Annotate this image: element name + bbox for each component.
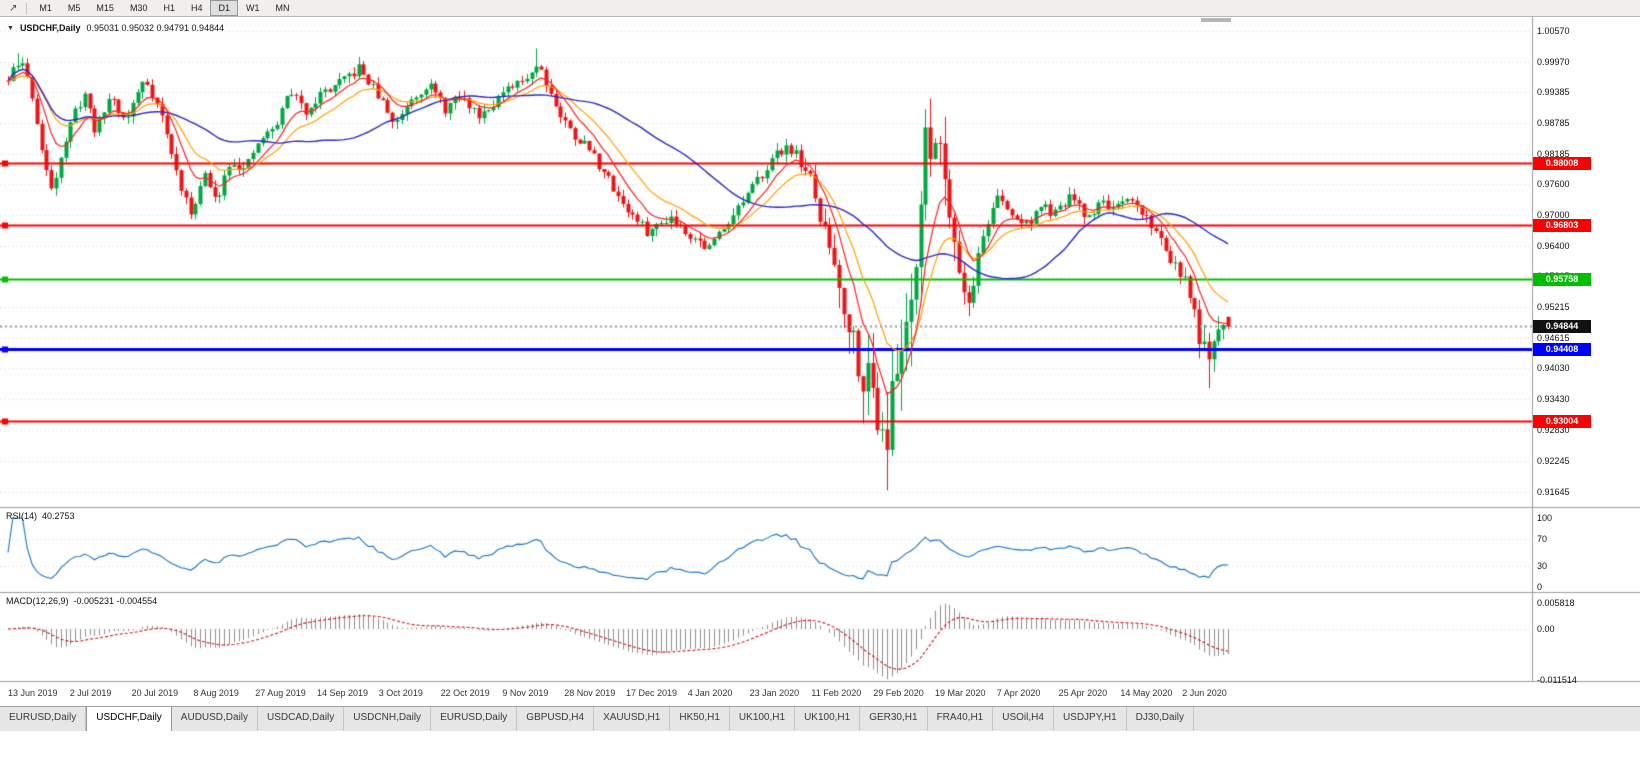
macd-values: -0.005231 -0.004554: [73, 596, 158, 606]
rsi-value: 40.2753: [42, 511, 75, 521]
chart-tab-audusd-daily[interactable]: AUDUSD,Daily: [172, 707, 259, 731]
rsi-axis-tick: 30: [1537, 561, 1548, 572]
price-axis-tick: 0.99970: [1537, 56, 1570, 67]
toolbar-separator: [26, 2, 28, 14]
price-axis-tick: 0.96400: [1537, 241, 1570, 252]
chart-tab-usdcnh-daily[interactable]: USDCNH,Daily: [344, 707, 432, 731]
date-axis-tick: 8 Aug 2019: [193, 688, 239, 698]
chart-tab-uk100-h1[interactable]: UK100,H1: [730, 707, 796, 731]
macd-axis-tick: -0.011514: [1537, 675, 1577, 685]
timeframe-buttons-group: M1 M5 M15 M30 H1 H4 D1 W1 MN: [31, 0, 297, 16]
price-axis-tick: 0.94615: [1537, 333, 1570, 344]
chart-tab-usdcad-daily[interactable]: USDCAD,Daily: [258, 707, 345, 731]
price-axis-tick: 0.97000: [1537, 210, 1570, 221]
current-price-label: 0.94844: [1533, 320, 1591, 334]
symbol-period-label: USDCHF,Daily: [19, 23, 81, 33]
timeframe-button-h4[interactable]: H4: [190, 3, 203, 13]
timeframe-button-m15[interactable]: M15: [96, 3, 114, 13]
rsi-axis-tick: 70: [1537, 533, 1548, 544]
collapse-arrow-icon[interactable]: ▼: [7, 24, 14, 32]
date-axis-tick: 14 Sep 2019: [317, 688, 369, 698]
price-axis-tick: 1.00570: [1537, 26, 1570, 36]
timeframe-button-m5[interactable]: M5: [67, 3, 81, 13]
date-axis-tick: 4 Jan 2020: [687, 688, 733, 698]
ohlc-values: 0.95031 0.95032 0.94791 0.94844: [86, 23, 225, 33]
price-axis-tick: 0.98785: [1537, 118, 1570, 129]
rsi-axis-tick: 100: [1537, 513, 1553, 523]
level-price-label[interactable]: 0.95758: [1533, 273, 1591, 287]
chart-tab-eurusd-daily[interactable]: EURUSD,Daily: [0, 707, 87, 731]
chart-tab-usdchf-daily[interactable]: USDCHF,Daily: [86, 707, 172, 731]
date-axis-tick: 20 Jul 2019: [131, 688, 179, 698]
timeframe-button-w1[interactable]: W1: [246, 3, 260, 13]
timeframe-toolbar: ↗ M1 M5 M15 M30 H1 H4 D1 W1 MN: [0, 0, 1640, 17]
price-axis-tick: 0.98185: [1537, 149, 1570, 160]
macd-axis-tick: 0.005818: [1537, 598, 1575, 609]
level-price-label[interactable]: 0.93004: [1533, 415, 1591, 429]
timeframe-button-h1[interactable]: H1: [163, 3, 175, 13]
chart-tab-gbpusd-h4[interactable]: GBPUSD,H4: [517, 707, 595, 731]
macd-axis-tick: 0.00: [1537, 624, 1555, 634]
date-axis-tick: 2 Jul 2019: [69, 688, 112, 698]
date-axis-tick: 13 Jun 2019: [8, 688, 58, 698]
chart-tab-usoil-h4[interactable]: USOil,H4: [993, 707, 1054, 731]
chart-tab-dj30-daily[interactable]: DJ30,Daily: [1127, 707, 1195, 731]
price-axis-tick: 0.95215: [1537, 302, 1570, 313]
date-axis-tick: 27 Aug 2019: [255, 688, 306, 698]
date-axis-tick: 7 Apr 2020: [996, 688, 1041, 698]
date-axis-tick: 29 Feb 2020: [873, 688, 924, 698]
chart-header: ▼ USDCHF,Daily 0.95031 0.95032 0.94791 0…: [7, 23, 224, 33]
date-axis-tick: 19 Mar 2020: [935, 688, 986, 698]
date-axis-tick: 3 Oct 2019: [378, 688, 423, 698]
chart-scrollbar-thumb[interactable]: [1201, 18, 1231, 22]
date-axis-tick: 22 Oct 2019: [440, 688, 490, 698]
rsi-axis-tick: 0: [1537, 582, 1543, 592]
chart-tab-fra40-h1[interactable]: FRA40,H1: [928, 707, 994, 731]
price-axis-tick: 0.94030: [1537, 363, 1570, 374]
rsi-indicator-label: RSI(14) 40.2753: [6, 511, 75, 521]
price-axis-tick: 0.99385: [1537, 87, 1570, 98]
date-axis-tick: 9 Nov 2019: [502, 688, 549, 698]
macd-indicator-label: MACD(12,26,9) -0.005231 -0.004554: [6, 596, 157, 606]
price-axis-tick: 0.93430: [1537, 394, 1570, 405]
date-axis-tick: 17 Dec 2019: [626, 688, 678, 698]
chart-tab-uk100-h1[interactable]: UK100,H1: [795, 707, 861, 731]
date-axis-tick: 2 Jun 2020: [1182, 688, 1227, 698]
cursor-tool-icon[interactable]: ↗: [9, 2, 18, 14]
chart-tab-xauusd-h1[interactable]: XAUUSD,H1: [594, 707, 671, 731]
level-price-label[interactable]: 0.98008: [1533, 157, 1591, 171]
level-price-label[interactable]: 0.94408: [1533, 342, 1591, 356]
timeframe-button-m30[interactable]: M30: [129, 3, 148, 13]
chart-tab-bar: EURUSD,Daily USDCHF,Daily AUDUSD,Daily USDC…: [0, 706, 1640, 731]
date-axis-tick: 11 Feb 2020: [811, 688, 862, 698]
timeframe-button-mn[interactable]: MN: [275, 3, 290, 13]
timeframe-button-d1[interactable]: D1: [210, 0, 238, 16]
price-axis-tick: 0.92245: [1537, 455, 1570, 466]
chart-tab-ger30-h1[interactable]: GER30,H1: [860, 707, 928, 731]
chart-tab-hk50-h1[interactable]: HK50,H1: [670, 707, 730, 731]
price-axis-tick: 0.91645: [1537, 486, 1570, 497]
level-price-label[interactable]: 0.96803: [1533, 219, 1591, 233]
chart-tab-eurusd-daily[interactable]: EURUSD,Daily: [431, 707, 518, 731]
chart-tab-usdjpy-h1[interactable]: USDJPY,H1: [1054, 707, 1127, 731]
date-axis-tick: 28 Nov 2019: [564, 688, 616, 698]
timeframe-button-m1[interactable]: M1: [39, 3, 52, 13]
date-axis-tick: 25 Apr 2020: [1058, 688, 1108, 698]
date-axis-tick: 23 Jan 2020: [749, 688, 800, 698]
price-axis-tick: 0.92830: [1537, 425, 1570, 436]
price-axis-tick: 0.97600: [1537, 179, 1570, 190]
date-axis-tick: 14 May 2020: [1120, 688, 1173, 698]
macd-name: MACD(12,26,9): [6, 596, 69, 606]
rsi-name: RSI(14): [6, 511, 38, 521]
